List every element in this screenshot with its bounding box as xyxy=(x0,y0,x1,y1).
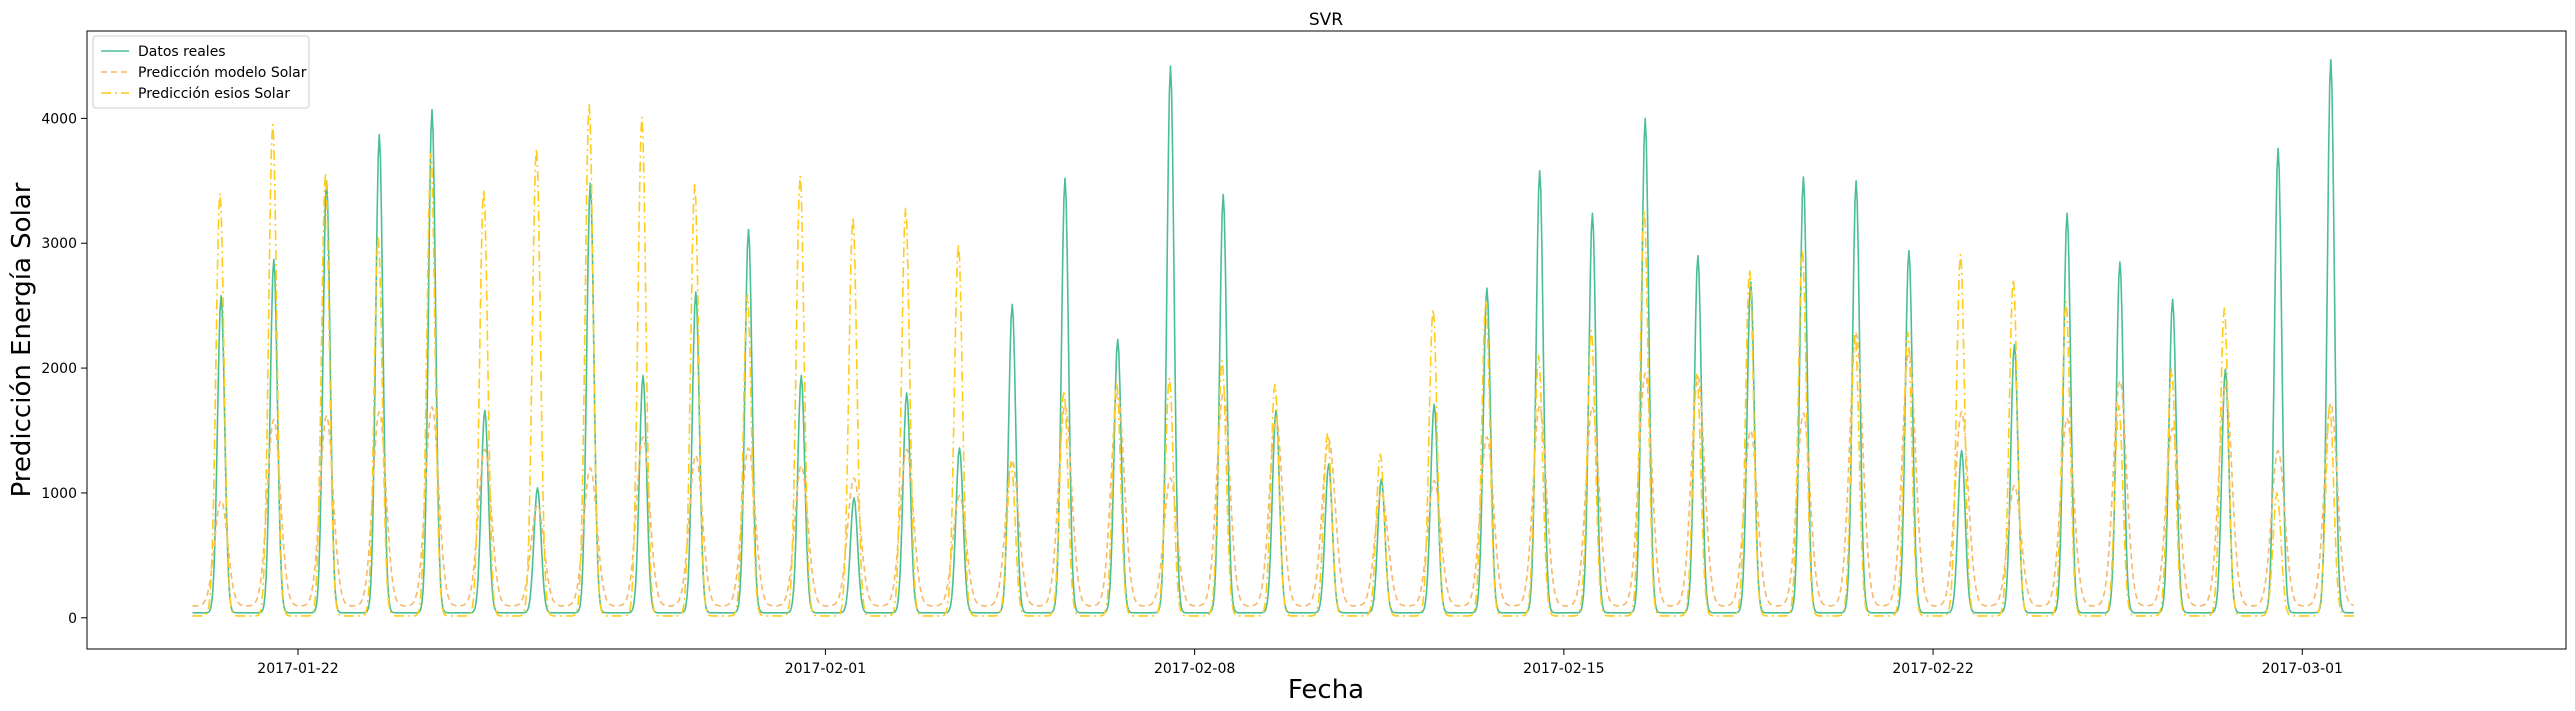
x-tick-label: 2017-02-15 xyxy=(1523,661,1604,677)
y-tick-label: 4000 xyxy=(41,111,77,127)
x-tick-label: 2017-02-22 xyxy=(1892,661,1973,677)
series-line-2 xyxy=(192,103,2354,617)
chart-title: SVR xyxy=(1309,10,1343,30)
x-tick-label: 2017-02-01 xyxy=(785,661,866,677)
plot-frame xyxy=(86,30,2567,650)
y-tick-label: 2000 xyxy=(41,361,77,377)
x-tick-label: 2017-01-22 xyxy=(257,661,338,677)
y-tick-label: 3000 xyxy=(41,236,77,252)
legend-label: Datos reales xyxy=(138,44,226,60)
y-axis-ticks: 0 1000 2000 3000 4000 xyxy=(41,111,87,627)
series-line-1 xyxy=(192,332,2355,607)
legend-label: Predicción esios Solar xyxy=(138,86,290,102)
x-axis-label: Fecha xyxy=(1288,675,1364,705)
series-line-0 xyxy=(192,58,2354,614)
x-tick-label: 2017-02-08 xyxy=(1154,661,1235,677)
x-tick-label: 2017-03-01 xyxy=(2262,661,2343,677)
y-tick-label: 0 xyxy=(68,611,77,627)
legend: Datos reales Predicción modelo Solar Predi… xyxy=(92,35,310,109)
plot-lines xyxy=(192,58,2355,617)
x-axis-ticks: 2017-01-22 2017-02-01 2017-02-08 2017-02-15… xyxy=(257,649,2343,677)
legend-box xyxy=(92,35,310,109)
y-axis-label: Predicción Energía Solar xyxy=(7,182,37,497)
legend-label: Predicción modelo Solar xyxy=(138,65,307,81)
y-tick-label: 1000 xyxy=(41,486,77,502)
